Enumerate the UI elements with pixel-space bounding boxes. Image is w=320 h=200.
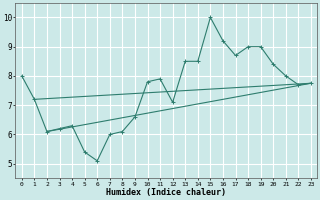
X-axis label: Humidex (Indice chaleur): Humidex (Indice chaleur) — [106, 188, 226, 197]
